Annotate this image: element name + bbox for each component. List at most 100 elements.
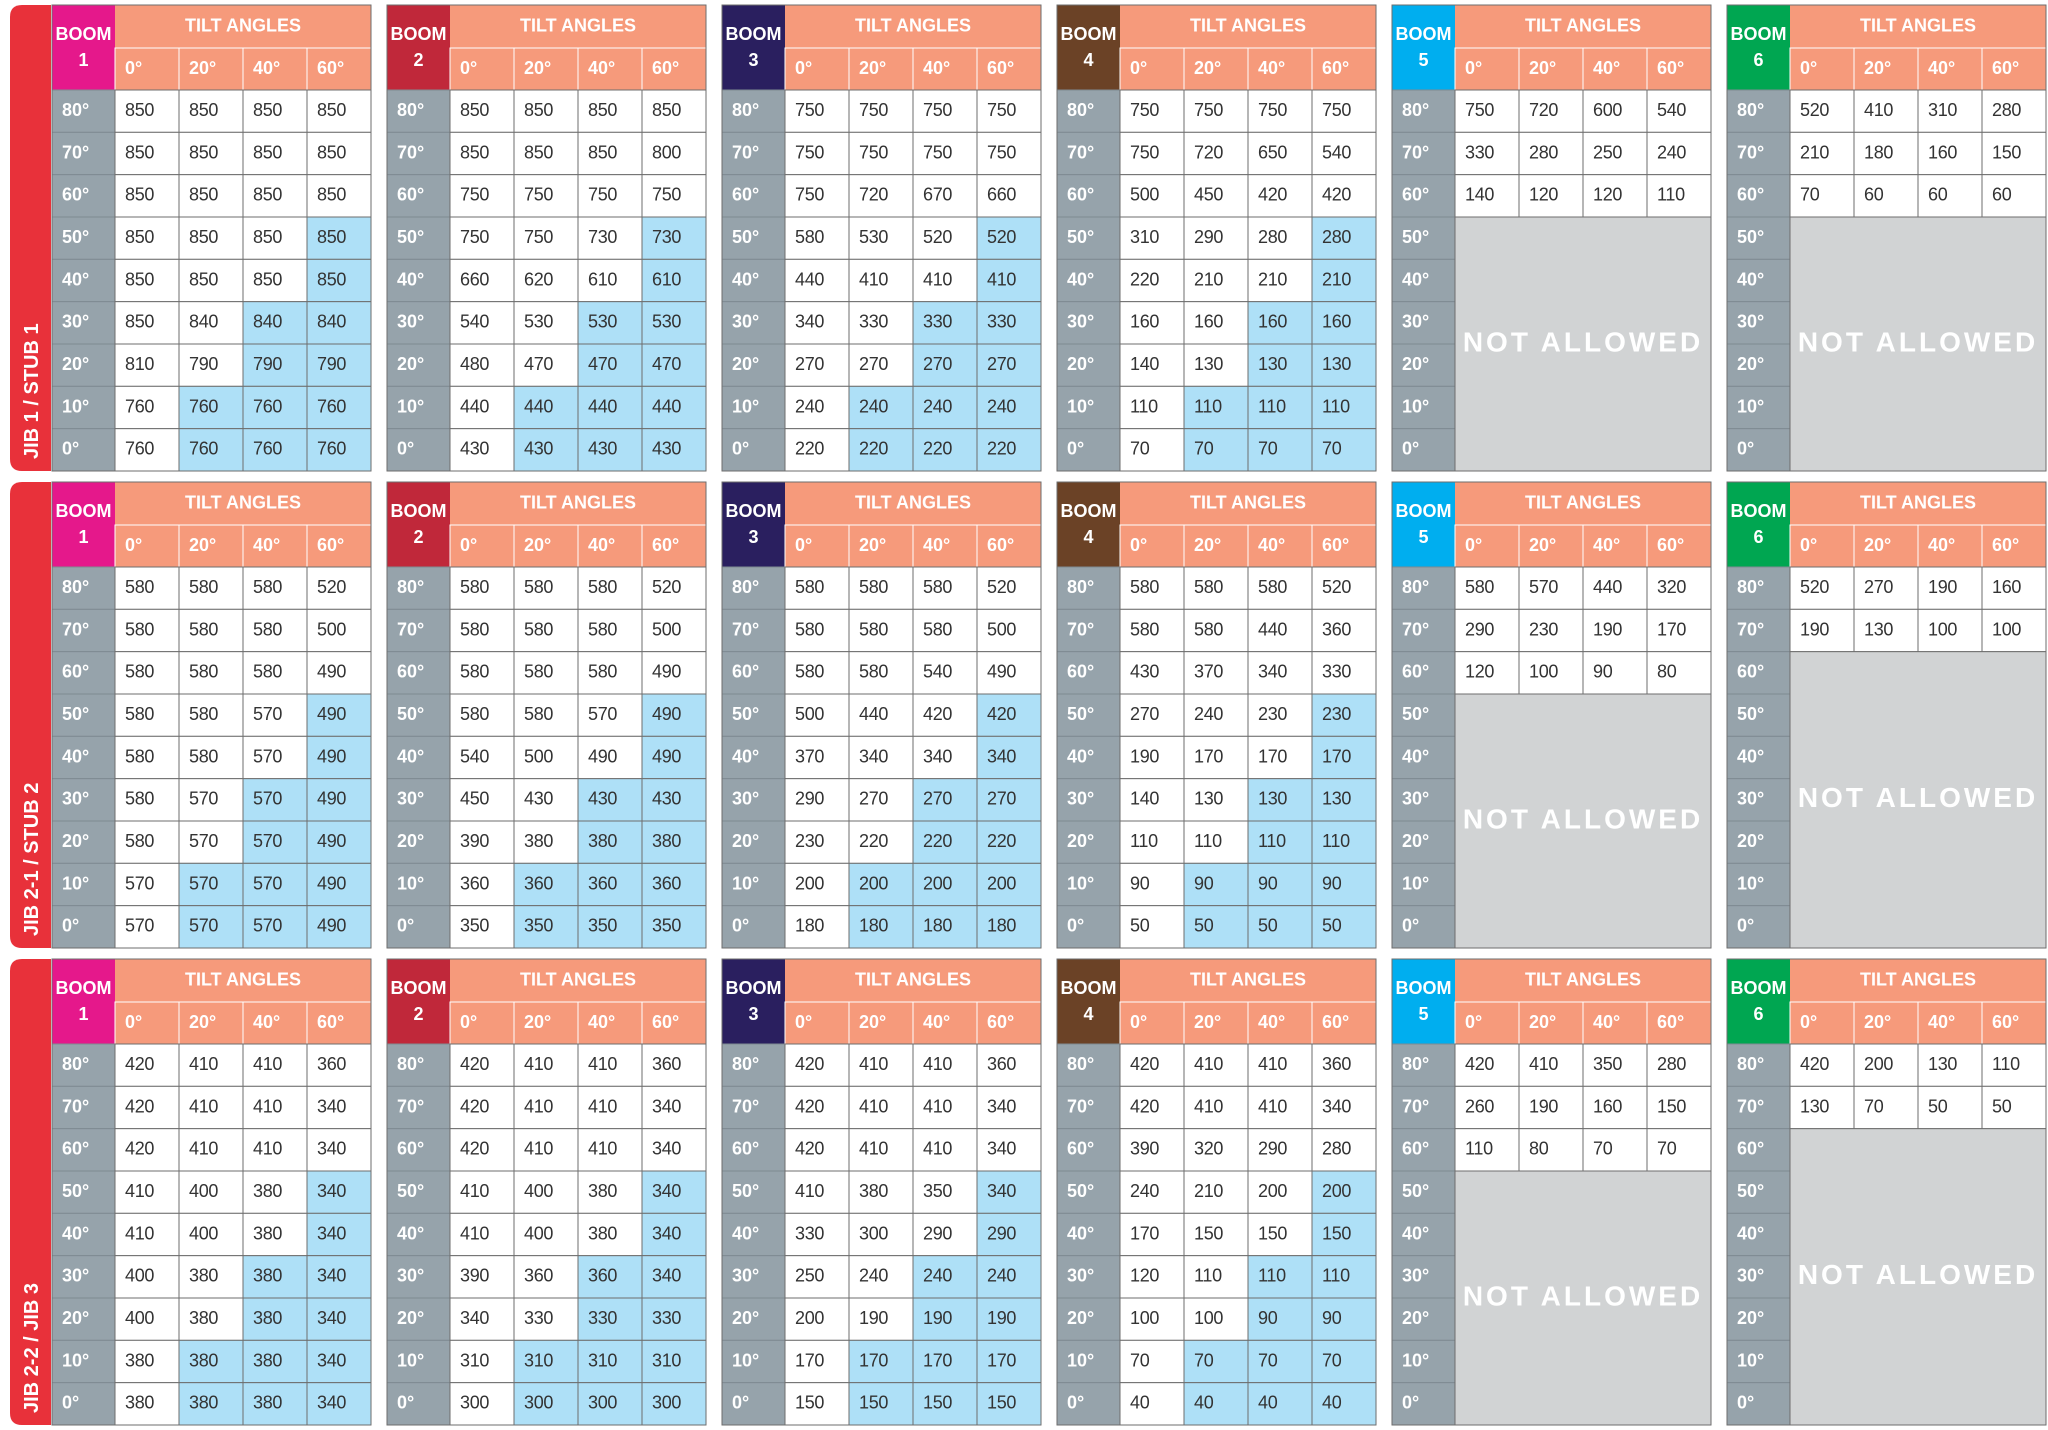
cell xyxy=(641,1085,707,1130)
cell xyxy=(114,131,180,176)
cell-value: 390 xyxy=(460,1266,489,1286)
boom-label: BOOM xyxy=(1061,501,1117,521)
boom-table: BOOM 5 TILT ANGLES 0° 20° 40° 60° 80° 70° 60° 50° 4… xyxy=(1391,4,1712,472)
cell xyxy=(1582,1128,1648,1172)
cell xyxy=(178,1382,244,1426)
col-label: 60° xyxy=(317,58,344,78)
cell-value: 580 xyxy=(125,704,154,724)
cell-value: 580 xyxy=(524,662,553,682)
col-label: 40° xyxy=(1593,1012,1620,1032)
cell-value: 190 xyxy=(859,1308,888,1328)
row-label: 80° xyxy=(1737,577,1764,597)
cell xyxy=(1311,566,1377,610)
row-label-cell xyxy=(721,131,786,176)
cell xyxy=(976,428,1042,472)
cell-value: 370 xyxy=(1194,662,1223,682)
cell-value: 380 xyxy=(253,1393,282,1413)
cell-value: 410 xyxy=(588,1096,617,1116)
cell-value: 580 xyxy=(460,619,489,639)
row-label-cell xyxy=(1056,343,1121,387)
cell xyxy=(1247,608,1313,653)
col-header-cell xyxy=(1582,524,1648,568)
cell xyxy=(114,428,180,472)
cell xyxy=(976,216,1042,260)
cell-value: 380 xyxy=(253,1308,282,1328)
cell-value: 240 xyxy=(1194,704,1223,724)
cell xyxy=(114,778,180,822)
cell-value: 840 xyxy=(253,312,282,332)
tilt-header-text: TILT ANGLES xyxy=(1190,15,1306,35)
cell xyxy=(449,89,515,133)
cell xyxy=(513,428,579,472)
cell xyxy=(1311,608,1377,653)
tilt-header xyxy=(1455,5,1711,48)
col-header-cell xyxy=(912,524,978,568)
tilt-header-text: TILT ANGLES xyxy=(855,15,971,35)
cell xyxy=(114,1043,180,1087)
cell-value: 130 xyxy=(1800,1096,1829,1116)
boom-table: BOOM 6 TILT ANGLES 0° 20° 40° 60° 80° 70° 60° 50° 4… xyxy=(1726,958,2047,1426)
col-header-cell xyxy=(1853,1001,1919,1045)
row-label: 40° xyxy=(1737,746,1764,766)
row-label: 40° xyxy=(1067,269,1094,289)
cell xyxy=(912,820,978,864)
cell xyxy=(976,131,1042,176)
cell-value: 290 xyxy=(1465,619,1494,639)
row-label: 40° xyxy=(732,746,759,766)
cell-value: 520 xyxy=(923,227,952,247)
table-border xyxy=(386,958,707,1426)
row-label: 60° xyxy=(1737,662,1764,682)
row-label: 80° xyxy=(1402,1054,1429,1074)
cell-value: 360 xyxy=(317,1054,346,1074)
cell-value: 760 xyxy=(125,439,154,459)
col-label: 20° xyxy=(524,535,551,555)
cell xyxy=(449,1043,515,1087)
row-label: 50° xyxy=(1067,227,1094,247)
row-label: 10° xyxy=(1737,1350,1764,1370)
row-label: 80° xyxy=(1402,577,1429,597)
row-label-cell xyxy=(721,1297,786,1341)
col-label: 40° xyxy=(1593,58,1620,78)
col-header-cell xyxy=(976,47,1042,91)
cell xyxy=(1247,385,1313,430)
tilt-header xyxy=(1790,5,2046,48)
cell xyxy=(912,258,978,303)
cell-value: 410 xyxy=(253,1096,282,1116)
row-label-cell xyxy=(1726,1212,1791,1257)
cell xyxy=(1311,1212,1377,1257)
boom-table: BOOM 6 TILT ANGLES 0° 20° 40° 60° 80° 70° 60° 50° 4… xyxy=(1726,4,2047,472)
boom-cell xyxy=(1057,482,1120,567)
col-label: 20° xyxy=(1194,58,1221,78)
cell-value: 290 xyxy=(1194,227,1223,247)
col-label: 60° xyxy=(1992,1012,2019,1032)
col-header-cell xyxy=(449,1001,515,1045)
table-border xyxy=(1391,481,1712,949)
cell-value: 50 xyxy=(1130,916,1150,936)
cell-value: 380 xyxy=(253,1266,282,1286)
row-label: 30° xyxy=(1737,789,1764,809)
cell xyxy=(1311,1297,1377,1341)
row-label: 30° xyxy=(397,312,424,332)
cell-value: 40 xyxy=(1322,1393,1342,1413)
cell-value: 200 xyxy=(1258,1181,1287,1201)
cell-value: 310 xyxy=(652,1350,681,1370)
row-label-cell xyxy=(721,1255,786,1299)
cell xyxy=(306,1043,372,1087)
cell-value: 720 xyxy=(1529,100,1558,120)
cell xyxy=(1183,778,1249,822)
cell-value: 440 xyxy=(795,269,824,289)
cell-value: 360 xyxy=(1322,1054,1351,1074)
table-border xyxy=(386,481,707,949)
row-label: 80° xyxy=(62,1054,89,1074)
cell xyxy=(1119,608,1185,653)
row-label: 40° xyxy=(397,746,424,766)
boom-number: 5 xyxy=(1418,1004,1428,1024)
cell xyxy=(976,1085,1042,1130)
cell xyxy=(641,1339,707,1384)
cell-value: 150 xyxy=(987,1393,1016,1413)
cell xyxy=(577,778,643,822)
row-label-cell xyxy=(721,735,786,780)
row-label: 0° xyxy=(397,916,414,936)
tilt-header xyxy=(1120,959,1376,1002)
row-label: 10° xyxy=(732,1350,759,1370)
